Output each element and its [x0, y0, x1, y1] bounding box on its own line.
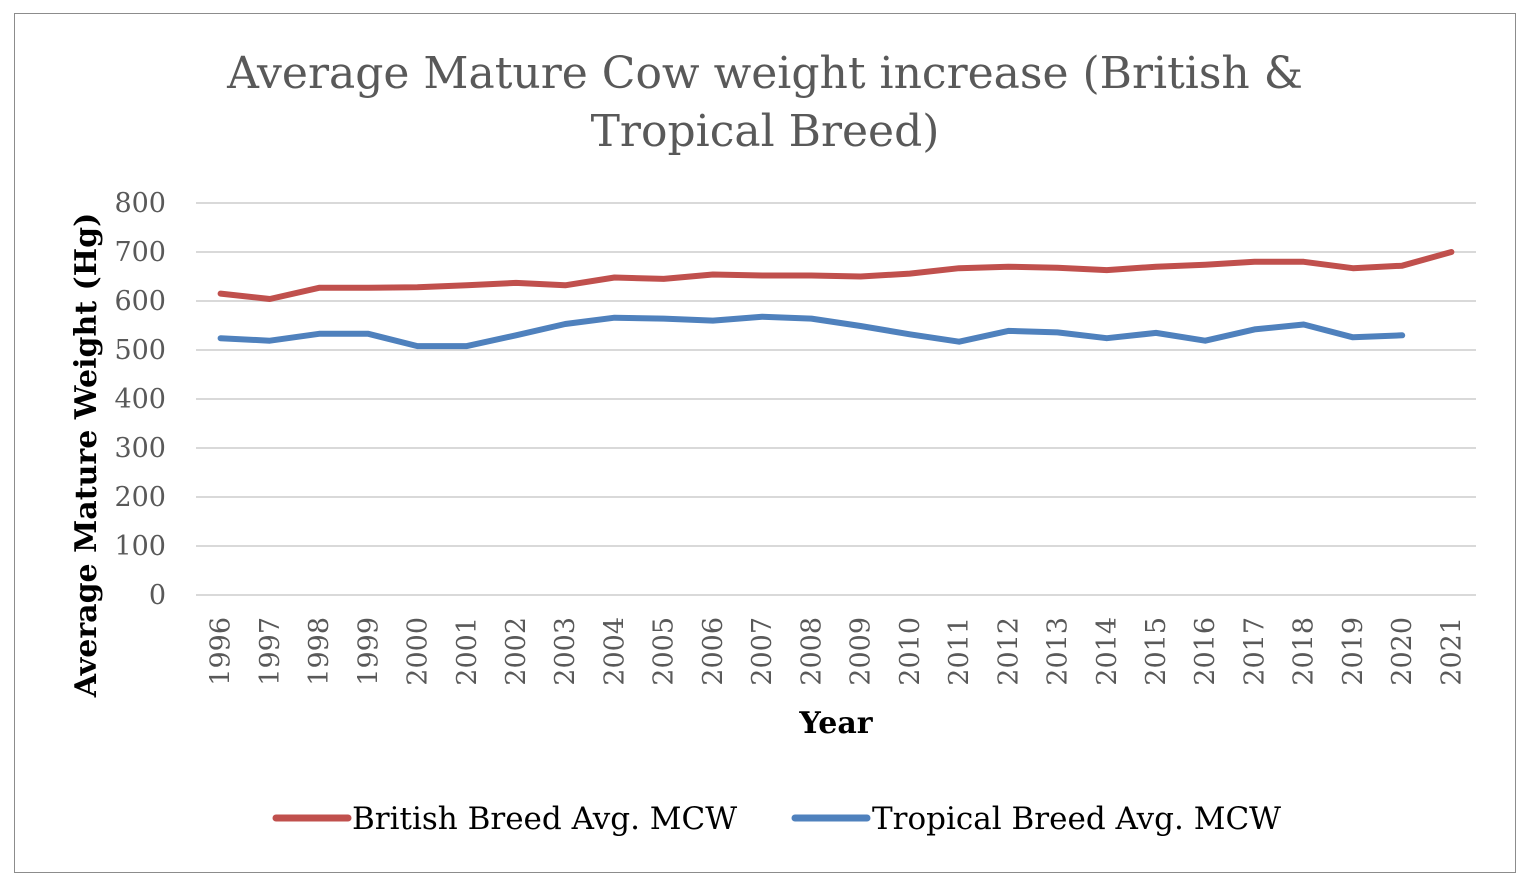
x-tick-label: 2014 [1092, 617, 1123, 686]
chart-frame [14, 13, 1516, 873]
x-axis-ticks: 1996 1997 1998 1999 2000 2001 2002 2003 2004 2005… [206, 617, 1468, 686]
y-axis-ticks: 0 100 200 300 400 500 600 700 800 [114, 188, 166, 611]
x-tick-label: 2017 [1239, 617, 1270, 686]
x-tick-label: 2011 [944, 617, 975, 686]
x-tick-label: 2010 [895, 617, 926, 686]
legend: British Breed Avg. MCW Tropical Breed Av… [272, 801, 1281, 837]
x-tick-label: 2021 [1436, 617, 1467, 686]
x-tick-label: 2008 [796, 617, 827, 686]
chart-title: Average Mature Cow weight increase (Brit… [226, 48, 1303, 157]
x-tick-label: 2000 [403, 617, 434, 686]
x-tick-label: 2005 [649, 617, 680, 686]
y-axis-label: Average Mature Weight (Hg) [69, 213, 104, 699]
x-tick-label: 2020 [1387, 617, 1418, 686]
y-tick-label: 400 [114, 384, 166, 415]
x-tick-label: 2001 [452, 617, 483, 686]
x-tick-label: 1998 [304, 617, 335, 686]
y-tick-label: 600 [114, 286, 166, 317]
chart-title-line-2: Tropical Breed) [591, 106, 940, 157]
legend-item-tropical: Tropical Breed Avg. MCW [791, 801, 1281, 837]
gridlines [196, 202, 1476, 596]
x-tick-label: 2019 [1338, 617, 1369, 686]
y-tick-label: 700 [114, 237, 166, 268]
x-tick-label: 2007 [747, 617, 778, 686]
x-tick-label: 1999 [353, 617, 384, 686]
x-tick-label: 2015 [1141, 617, 1172, 686]
x-axis-label: Year [798, 706, 873, 741]
y-tick-label: 500 [114, 335, 166, 366]
x-tick-label: 2012 [993, 617, 1024, 686]
series-line-british [217, 249, 1455, 302]
y-tick-label: 200 [114, 482, 166, 513]
y-tick-label: 800 [114, 188, 166, 219]
series-lines [217, 249, 1455, 350]
x-tick-label: 2018 [1289, 617, 1320, 686]
x-tick-label: 2002 [501, 617, 532, 686]
legend-label-tropical: Tropical Breed Avg. MCW [872, 801, 1281, 837]
y-tick-label: 0 [149, 580, 166, 611]
x-tick-label: 1996 [206, 617, 237, 686]
chart-title-line-1: Average Mature Cow weight increase (Brit… [226, 48, 1303, 99]
y-tick-label: 100 [114, 531, 166, 562]
x-tick-label: 2006 [698, 617, 729, 686]
legend-label-british: British Breed Avg. MCW [352, 801, 737, 837]
x-tick-label: 2016 [1190, 617, 1221, 686]
x-tick-label: 2004 [599, 617, 630, 686]
series-line-tropical [217, 313, 1406, 350]
x-tick-label: 2013 [1043, 617, 1074, 686]
x-tick-label: 2009 [846, 617, 877, 686]
x-tick-label: 1997 [255, 617, 286, 686]
legend-item-british: British Breed Avg. MCW [272, 801, 737, 837]
x-tick-label: 2003 [550, 617, 581, 686]
y-tick-label: 300 [114, 433, 166, 464]
